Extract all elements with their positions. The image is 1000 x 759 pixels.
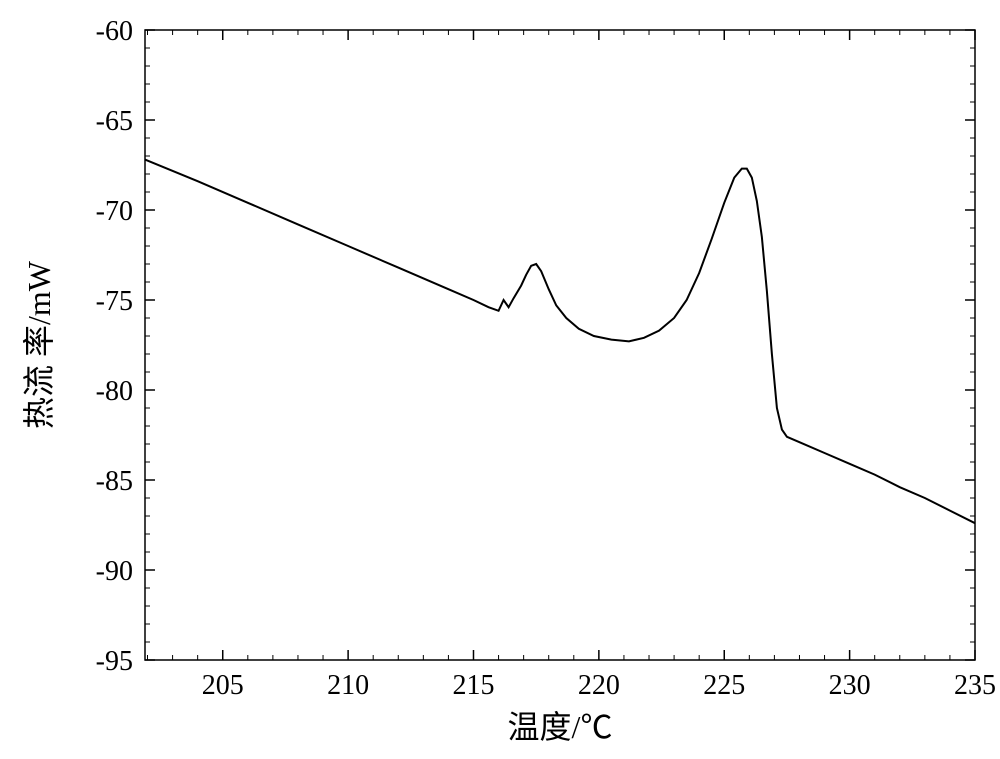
heat-flow-curve — [145, 160, 975, 524]
x-tick-label: 205 — [202, 670, 244, 701]
y-tick-label: -80 — [96, 376, 133, 407]
y-tick-label: -60 — [96, 16, 133, 47]
x-tick-label: 235 — [954, 670, 996, 701]
y-axis-label: 热流 率/mW — [21, 260, 57, 429]
y-tick-label: -90 — [96, 556, 133, 587]
chart-svg: 205 210 215 220 225 230 235 -95 -90 -85 -80 -75 -70 -… — [0, 0, 1000, 759]
x-tick-label: 230 — [829, 670, 871, 701]
y-tick-label: -75 — [96, 286, 133, 317]
x-tick-label: 210 — [327, 670, 369, 701]
x-axis-label: 温度/℃ — [508, 709, 613, 745]
x-tick-label: 225 — [703, 670, 745, 701]
y-tick-label: -65 — [96, 106, 133, 137]
x-tick-label: 220 — [578, 670, 620, 701]
y-tick-label: -85 — [96, 466, 133, 497]
y-tick-label: -70 — [96, 196, 133, 227]
y-tick-label: -95 — [96, 646, 133, 677]
dsc-chart: 205 210 215 220 225 230 235 -95 -90 -85 -80 -75 -70 -… — [0, 0, 1000, 759]
x-tick-label: 215 — [452, 670, 494, 701]
